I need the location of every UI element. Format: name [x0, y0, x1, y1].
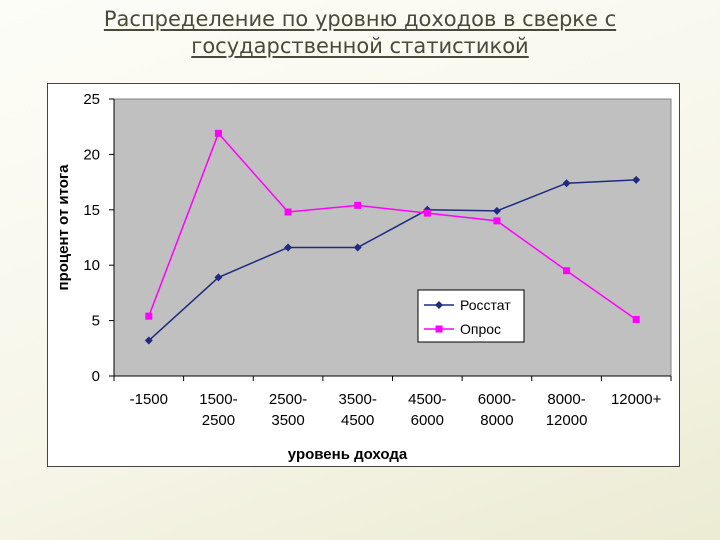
y-tick-label: 15	[83, 202, 100, 219]
line-chart: 0 5 10 15 20 25 -1500 1500- 2500 2500- 3500 3500- 45…	[55, 91, 672, 463]
x-category-label: 6000- 8000	[478, 391, 516, 429]
x-category-label-line: 4500-	[408, 391, 446, 408]
data-point-diamond	[284, 243, 293, 252]
legend-label: Росстат	[460, 297, 511, 313]
y-tick-label: 20	[83, 146, 100, 163]
data-point-diamond	[492, 206, 501, 215]
y-tick-label: 5	[92, 313, 100, 330]
x-category-label-line: 8000-	[547, 391, 585, 408]
data-point-square	[354, 201, 362, 209]
data-point-diamond	[214, 273, 223, 282]
x-category-label-line: 3500-	[339, 391, 377, 408]
data-point-diamond	[353, 243, 362, 252]
slide-title-line-2: государственной статистикой	[191, 34, 529, 58]
data-point-square	[145, 312, 153, 320]
x-category-label: 12000+	[611, 391, 662, 408]
x-category-label-line: 6000	[411, 412, 444, 429]
data-point-square	[632, 315, 640, 323]
data-point-diamond	[144, 336, 153, 345]
legend-marker-diamond	[435, 301, 443, 309]
x-category-label-line: 12000+	[611, 391, 662, 408]
slide-title-line-1: Распределение по уровню доходов в сверке…	[103, 7, 617, 31]
data-point-diamond	[632, 175, 641, 184]
slide-title: Распределение по уровню доходов в сверке…	[40, 6, 680, 60]
x-category-label: 1500- 2500	[199, 391, 237, 429]
y-tick-label: 0	[92, 368, 100, 385]
x-axis-title: уровень дохода	[288, 446, 408, 463]
x-category-label-line: 6000-	[478, 391, 516, 408]
data-point-square	[284, 208, 292, 216]
series-line-1	[148, 131, 637, 321]
x-category-label-line: 8000	[480, 412, 513, 429]
x-category-label-line: 2500	[202, 412, 235, 429]
plot-area	[113, 98, 672, 377]
legend-label: Опрос	[460, 321, 501, 337]
x-category-label: 3500- 4500	[339, 391, 377, 429]
y-tick-label: 25	[83, 91, 100, 108]
x-category-label: 4500- 6000	[408, 391, 446, 429]
y-axis-title: процент от итога	[55, 164, 72, 291]
chart-frame: 0 5 10 15 20 25 -1500 1500- 2500 2500- 3500 3500- 45…	[47, 83, 680, 467]
data-point-square	[214, 129, 222, 137]
x-category-label: 8000- 12000	[546, 391, 588, 429]
x-category-label-line: 4500	[341, 412, 374, 429]
series-line-0	[148, 179, 637, 342]
x-category-label-line: 3500	[271, 412, 304, 429]
data-point-diamond	[562, 179, 571, 188]
x-category-label-line: 2500-	[269, 391, 307, 408]
legend-box	[417, 289, 525, 343]
y-tick-label: 10	[83, 257, 100, 274]
x-category-label-line: 12000	[546, 412, 588, 429]
x-category-label-line: 1500-	[199, 391, 237, 408]
x-category-label: -1500	[130, 391, 168, 408]
x-category-label: 2500- 3500	[269, 391, 307, 429]
data-point-square	[563, 267, 571, 275]
data-point-square	[493, 217, 501, 225]
x-category-label-line: -1500	[130, 391, 168, 408]
legend-marker-square	[435, 325, 443, 333]
data-point-square	[423, 209, 431, 217]
